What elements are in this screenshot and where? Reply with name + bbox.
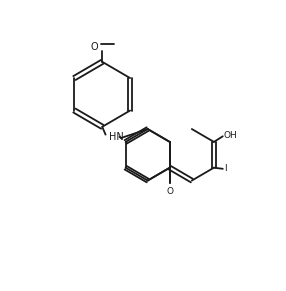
Text: I: I — [224, 164, 227, 173]
Text: O: O — [166, 187, 173, 196]
Text: OH: OH — [224, 131, 238, 140]
Text: O: O — [90, 42, 98, 52]
Text: HN: HN — [109, 132, 124, 142]
